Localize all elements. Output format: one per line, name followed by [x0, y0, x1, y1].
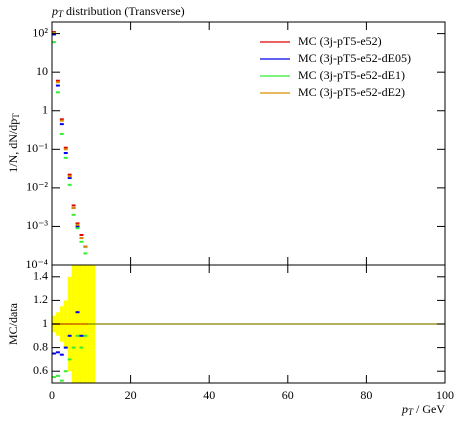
- data-point: [63, 148, 68, 151]
- ratio-point: [71, 323, 76, 325]
- data-point: [67, 177, 72, 180]
- y-tick-label: 10: [36, 64, 48, 78]
- ratio-tick-label: 1: [42, 316, 48, 330]
- data-point: [67, 173, 72, 176]
- data-point: [79, 240, 84, 243]
- data-point: [75, 227, 80, 230]
- x-axis-label: pT / GeV: [401, 402, 445, 417]
- data-point: [83, 252, 88, 255]
- ratio-point: [79, 334, 84, 337]
- data-point: [52, 31, 56, 34]
- data-point: [71, 213, 76, 216]
- ratio-point: [59, 353, 64, 356]
- data-point: [52, 41, 56, 44]
- legend-label: MC (3j-pT5-e52): [298, 34, 382, 48]
- ratio-point: [67, 358, 72, 361]
- chart-title: pT distribution (Transverse): [51, 4, 185, 19]
- title-text: distribution (Transverse): [63, 4, 185, 18]
- x-tick-label: 0: [49, 388, 55, 402]
- y-tick-label: 10⁻⁴: [25, 257, 48, 271]
- ratio-tick-label: 1.2: [33, 292, 48, 306]
- y-tick-label: 1: [42, 102, 48, 116]
- data-point: [79, 237, 84, 240]
- x-tick-label: 60: [282, 388, 294, 402]
- x-tick-label: 20: [125, 388, 137, 402]
- x-tick-label: 80: [360, 388, 372, 402]
- x-tick-label: 100: [436, 388, 454, 402]
- y-tick-label: 10⁻¹: [26, 141, 48, 155]
- data-point: [55, 84, 60, 87]
- ratio-point: [79, 323, 84, 325]
- data-point: [75, 225, 80, 228]
- data-point: [63, 152, 68, 155]
- data-point: [75, 222, 80, 225]
- ratio-point: [52, 376, 56, 379]
- x-label-subscript: T: [408, 407, 414, 417]
- data-point: [55, 79, 60, 82]
- ratio-point: [59, 323, 64, 325]
- legend-label: MC (3j-pT5-e52-dE1): [298, 68, 405, 82]
- ratio-tick-label: 0.8: [33, 339, 48, 353]
- ratio-point: [75, 311, 80, 314]
- data-point: [63, 146, 68, 149]
- ratio-point: [55, 374, 60, 377]
- x-tick-label: 40: [203, 388, 215, 402]
- x-label-text: / GeV: [413, 402, 445, 416]
- data-point: [52, 33, 56, 36]
- x-label-symbol: p: [401, 402, 408, 416]
- data-point: [79, 233, 84, 236]
- ratio-point: [75, 334, 80, 337]
- data-point: [59, 118, 64, 121]
- y-label-subscript: T: [11, 113, 21, 119]
- legend-label: MC (3j-pT5-e52-dE05): [298, 51, 411, 65]
- main-plot: [52, 31, 88, 255]
- y-axis-label: 1/N, dN/dpT: [6, 113, 21, 173]
- data-point: [55, 81, 60, 84]
- ratio-point: [79, 346, 84, 349]
- title-subscript: T: [58, 9, 64, 19]
- data-point: [67, 183, 72, 186]
- ratio-point: [67, 334, 72, 337]
- ratio-point: [71, 346, 76, 349]
- y-label-text: 1/N, dN/dp: [6, 119, 20, 173]
- ratio-point: [83, 323, 88, 325]
- title-symbol: p: [51, 4, 58, 18]
- data-point: [55, 91, 60, 94]
- data-point: [63, 156, 68, 159]
- ratio-point: [52, 352, 56, 355]
- ratio-point: [55, 351, 60, 354]
- ratio-point: [63, 323, 68, 325]
- ratio-point: [63, 370, 68, 373]
- ratio-point: [75, 323, 80, 325]
- data-point: [59, 132, 64, 135]
- ratio-tick-label: 0.6: [33, 363, 48, 377]
- data-point: [59, 119, 64, 122]
- data-point: [59, 123, 64, 126]
- ratio-point: [83, 334, 88, 337]
- ratio-plot: [52, 265, 445, 383]
- ratio-point: [63, 346, 68, 349]
- ratio-tick-label: 1.4: [33, 269, 48, 283]
- ratio-axis-label: MC/data: [6, 302, 20, 345]
- data-point: [75, 223, 80, 226]
- axes: MC (3j-pT5-e52) MC (3j-pT5-e52-dE05) MC (3…: [25, 21, 454, 402]
- data-point: [67, 175, 72, 178]
- y-tick-label: 10²: [32, 25, 48, 39]
- ratio-point: [59, 379, 64, 382]
- data-point: [71, 204, 76, 207]
- y-tick-label: 10⁻²: [26, 180, 48, 194]
- ratio-point: [67, 323, 72, 325]
- data-point: [83, 245, 88, 248]
- data-point: [71, 207, 76, 210]
- legend-label: MC (3j-pT5-e52-dE2): [298, 85, 405, 99]
- y-tick-label: 10⁻³: [26, 218, 48, 232]
